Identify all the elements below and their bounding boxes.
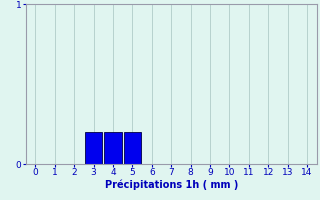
- Bar: [124, 132, 141, 164]
- Bar: [85, 132, 102, 164]
- Bar: [104, 132, 122, 164]
- X-axis label: Précipitations 1h ( mm ): Précipitations 1h ( mm ): [105, 180, 238, 190]
